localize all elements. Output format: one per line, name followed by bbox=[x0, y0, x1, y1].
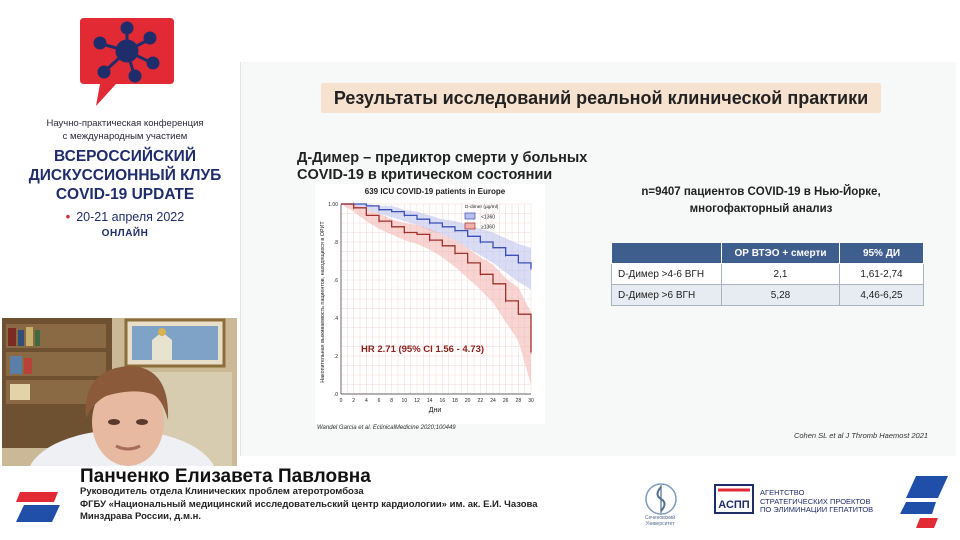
chart-x-tick-label: 20 bbox=[465, 398, 471, 404]
table-cell: 4,46-6,25 bbox=[839, 284, 924, 306]
chart-x-tick-label: 18 bbox=[452, 398, 458, 404]
table-cell: 2,1 bbox=[721, 263, 840, 285]
aspp-logo-mark: АСПП bbox=[718, 499, 750, 511]
speaker-affiliation-line: ФГБУ «Национальный медицинский исследова… bbox=[80, 498, 538, 510]
study-description-line: многофакторный анализ bbox=[689, 203, 833, 215]
table-header-cell bbox=[611, 242, 722, 264]
table-cell: D-Димер >6 ВГН bbox=[611, 284, 722, 306]
table-row: D-Димер >4-6 ВГН 2,1 1,61-2,74 bbox=[611, 263, 924, 285]
survival-chart: 639 ICU COVID-19 patients in Europe Нако… bbox=[315, 184, 545, 424]
chart-x-tick-label: 28 bbox=[516, 398, 522, 404]
chart-x-tick-label: 12 bbox=[414, 398, 420, 404]
table-header-cell: 95% ДИ bbox=[839, 242, 924, 264]
conference-title-line: ДИСКУССИОННЫЙ КЛУБ bbox=[28, 167, 222, 184]
study-description: n=9407 пациентов COVID-19 в Нью-Йорке, м… bbox=[611, 184, 911, 218]
table-cell: D-Димер >4-6 ВГН bbox=[611, 263, 722, 285]
chart-y-tick-label: .4 bbox=[334, 316, 338, 322]
conference-subtitle: Научно-практическая конференция с междун… bbox=[0, 117, 250, 143]
chart-title: 639 ICU COVID-19 patients in Europe bbox=[365, 187, 506, 196]
study-description-line: n=9407 пациентов COVID-19 в Нью-Йорке, bbox=[641, 186, 881, 198]
chart-x-tick-label: 22 bbox=[478, 398, 484, 404]
chart-x-tick-label: 26 bbox=[503, 398, 509, 404]
table-cell: 1,61-2,74 bbox=[839, 263, 924, 285]
chart-legend-swatch bbox=[464, 222, 476, 230]
chart-y-tick-label: 1.00 bbox=[328, 202, 338, 208]
sechenov-university-label: Сеченовский Университет bbox=[644, 515, 676, 527]
speaker-affiliation-line: Минздрава России, д.м.н. bbox=[80, 511, 201, 522]
aspp-logo-icon: АСПП bbox=[714, 484, 754, 514]
conference-title-line: COVID-19 UPDATE bbox=[55, 186, 195, 203]
slide-title: Результаты исследований реальной клиниче… bbox=[321, 83, 881, 113]
aspp-name-line: АГЕНТСТВО bbox=[760, 488, 805, 497]
aspp-name-line: ПО ЭЛИМИНАЦИИ ГЕПАТИТОВ bbox=[760, 505, 874, 514]
conference-dates: • 20-21 апреля 2022 bbox=[0, 210, 250, 224]
brand-mark-icon bbox=[16, 492, 60, 522]
chart-heading-line: COVID-19 в критическом состоянии bbox=[297, 167, 553, 183]
hazard-ratio-annotation: HR 2.71 (95% CI 1.56 - 4.73) bbox=[361, 344, 484, 355]
chart-y-tick-label: .2 bbox=[334, 354, 338, 360]
presentation-slide: Результаты исследований реальной клиниче… bbox=[240, 62, 956, 456]
chart-legend-label: ≥1360 bbox=[481, 225, 495, 231]
chart-heading: Д-Димер – предиктор смерти у больных COV… bbox=[297, 150, 597, 184]
aspp-name-line: СТРАТЕГИЧЕСКИХ ПРОЕКТОВ bbox=[760, 496, 871, 506]
chart-x-tick-label: 0 bbox=[340, 398, 343, 404]
chart-citation: Wandel Garcia et al. EclinicalMedicine 2… bbox=[317, 425, 456, 431]
chart-legend: D-dimer (µg/ml) <1360 ≥1360 bbox=[464, 204, 499, 231]
chart-x-tick-label: 14 bbox=[427, 398, 433, 404]
chart-y-axis-label: Накопительная выживаемость пациентов, на… bbox=[320, 221, 326, 383]
results-table: ОР ВТЭО + смерти 95% ДИ D-Димер >4-6 ВГН… bbox=[611, 242, 924, 306]
speaker-affiliation: Руководитель отдела Клинических проблем … bbox=[80, 486, 538, 524]
chart-y-tick-label: .8 bbox=[334, 240, 338, 246]
speaker-affiliation-line: Руководитель отдела Клинических проблем … bbox=[80, 486, 364, 497]
chart-x-tick-label: 4 bbox=[365, 398, 368, 404]
chart-heading-line: Д-Димер – предиктор смерти у больных bbox=[297, 150, 588, 166]
chart-x-tick-label: 10 bbox=[402, 398, 408, 404]
table-header-cell: ОР ВТЭО + смерти bbox=[721, 242, 840, 264]
conference-subtitle-line: Научно-практическая конференция bbox=[46, 118, 204, 129]
bullet-icon: • bbox=[65, 210, 71, 224]
brand-mark-icon bbox=[900, 476, 948, 528]
aspp-agency-name: АГЕНТСТВО СТРАТЕГИЧЕСКИХ ПРОЕКТОВ ПО ЭЛИ… bbox=[760, 488, 874, 515]
chart-y-tick-label: .0 bbox=[334, 392, 338, 398]
chart-x-tick-label: 30 bbox=[528, 398, 534, 404]
table-row: D-Димер >6 ВГН 5,28 4,46-6,25 bbox=[611, 284, 924, 306]
conference-logo-icon bbox=[80, 18, 174, 106]
chart-x-tick-label: 8 bbox=[390, 398, 393, 404]
speaker-name: Панченко Елизавета Павловна bbox=[80, 466, 371, 487]
chart-legend-swatch bbox=[464, 212, 476, 220]
chart-legend-title: D-dimer (µg/ml) bbox=[465, 204, 499, 210]
chart-series-line bbox=[341, 203, 532, 353]
table-header-row: ОР ВТЭО + смерти 95% ДИ bbox=[611, 242, 924, 264]
chart-x-tick-label: 24 bbox=[490, 398, 496, 404]
speaker-webcam-feed bbox=[2, 318, 237, 466]
conference-format: ОНЛАЙН bbox=[101, 228, 149, 239]
table-cell: 5,28 bbox=[721, 284, 840, 306]
chart-x-tick-label: 2 bbox=[352, 398, 355, 404]
chart-x-tick-label: 16 bbox=[440, 398, 446, 404]
conference-title: ВСЕРОССИЙСКИЙ ДИСКУССИОННЫЙ КЛУБ COVID-1… bbox=[0, 147, 250, 204]
chart-x-axis-label: Дни bbox=[429, 407, 442, 414]
sechenov-university-logo-icon bbox=[645, 483, 677, 515]
chart-y-tick-label: .6 bbox=[334, 278, 338, 284]
webcam-image bbox=[2, 318, 237, 466]
chart-legend-label: <1360 bbox=[481, 215, 495, 221]
survival-chart-svg: 639 ICU COVID-19 patients in Europe Нако… bbox=[320, 187, 534, 414]
conference-title-line: ВСЕРОССИЙСКИЙ bbox=[54, 148, 196, 165]
slide-citation: Cohen SL et al J Thromb Haemost 2021 bbox=[793, 431, 929, 440]
conference-dates-text: 20-21 апреля 2022 bbox=[76, 210, 185, 224]
chart-x-tick-label: 6 bbox=[378, 398, 381, 404]
conference-subtitle-line: с международным участием bbox=[62, 131, 188, 142]
